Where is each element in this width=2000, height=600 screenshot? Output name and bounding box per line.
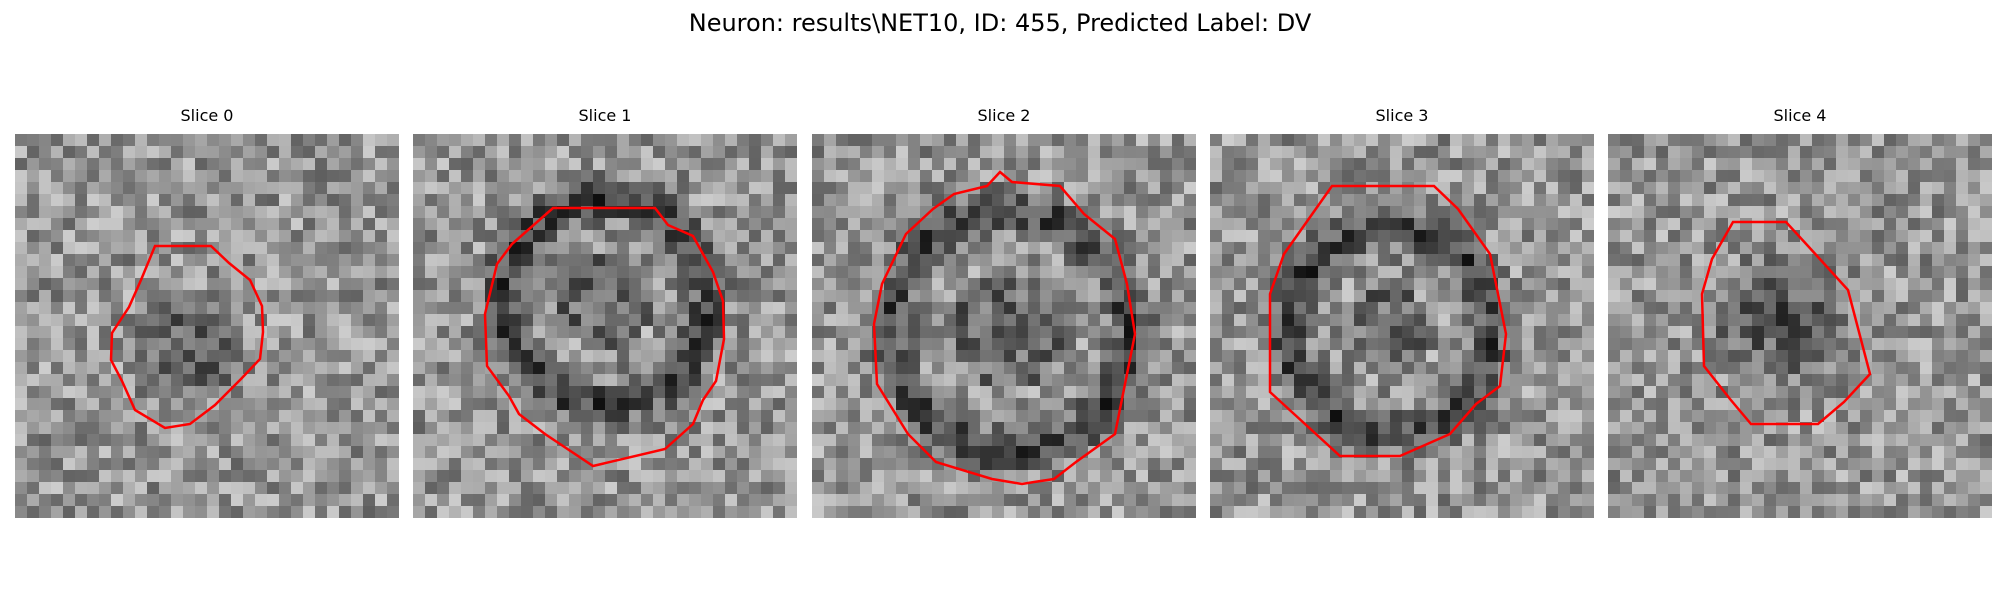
slice-panel-0: Slice 0 — [15, 106, 399, 518]
roi-contour — [1700, 220, 1872, 426]
slice-title: Slice 4 — [1773, 106, 1827, 125]
roi-contour — [1268, 184, 1508, 458]
slice-title: Slice 3 — [1375, 106, 1429, 125]
slice-panel-2: Slice 2 — [812, 106, 1196, 518]
roi-contour — [872, 170, 1137, 486]
slice-title: Slice 0 — [180, 106, 234, 125]
roi-contour — [483, 206, 726, 468]
slice-image-2 — [812, 134, 1196, 518]
slice-image-4 — [1608, 134, 1992, 518]
grayscale-image — [413, 134, 797, 518]
grayscale-image — [812, 134, 1196, 518]
slice-panel-1: Slice 1 — [413, 106, 797, 518]
slice-panel-3: Slice 3 — [1210, 106, 1594, 518]
slice-panel-4: Slice 4 — [1608, 106, 1992, 518]
roi-contour — [109, 244, 265, 430]
slice-image-1 — [413, 134, 797, 518]
grayscale-image — [15, 134, 399, 518]
slice-title: Slice 2 — [977, 106, 1031, 125]
slice-image-0 — [15, 134, 399, 518]
slice-title: Slice 1 — [578, 106, 632, 125]
grayscale-image — [1608, 134, 1992, 518]
figure-title: Neuron: results\NET10, ID: 455, Predicte… — [688, 9, 1312, 37]
slice-image-3 — [1210, 134, 1594, 518]
